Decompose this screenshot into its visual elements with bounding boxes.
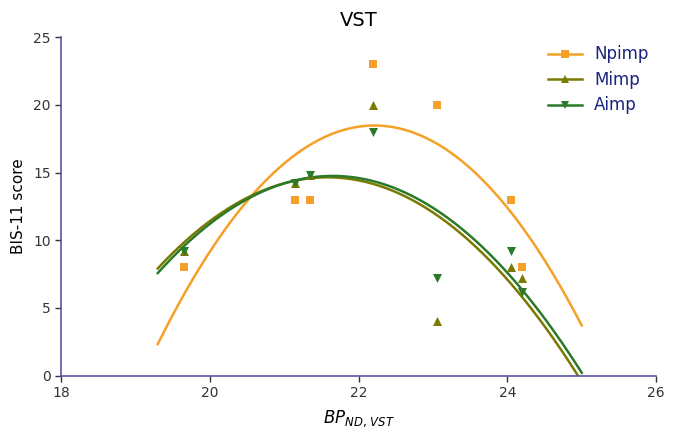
Point: [516, 275, 527, 282]
Point: [290, 180, 301, 187]
Point: [431, 318, 442, 325]
Point: [506, 264, 516, 271]
Point: [516, 288, 527, 295]
Point: [431, 101, 442, 108]
Legend: Npimp, Mimp, Aimp: Npimp, Mimp, Aimp: [548, 45, 648, 114]
X-axis label: $\mathit{BP}_{\mathit{ND,\,VST}}$: $\mathit{BP}_{\mathit{ND,\,VST}}$: [322, 408, 395, 429]
Y-axis label: BIS-11 score: BIS-11 score: [11, 158, 26, 254]
Point: [178, 248, 189, 255]
Point: [506, 196, 516, 203]
Point: [431, 275, 442, 282]
Point: [290, 196, 301, 203]
Title: VST: VST: [340, 11, 377, 30]
Point: [305, 172, 316, 179]
Point: [290, 180, 301, 187]
Point: [178, 248, 189, 255]
Point: [506, 248, 516, 255]
Point: [368, 128, 379, 136]
Point: [178, 264, 189, 271]
Point: [305, 172, 316, 179]
Point: [516, 264, 527, 271]
Point: [305, 196, 316, 203]
Point: [368, 61, 379, 68]
Point: [368, 101, 379, 108]
